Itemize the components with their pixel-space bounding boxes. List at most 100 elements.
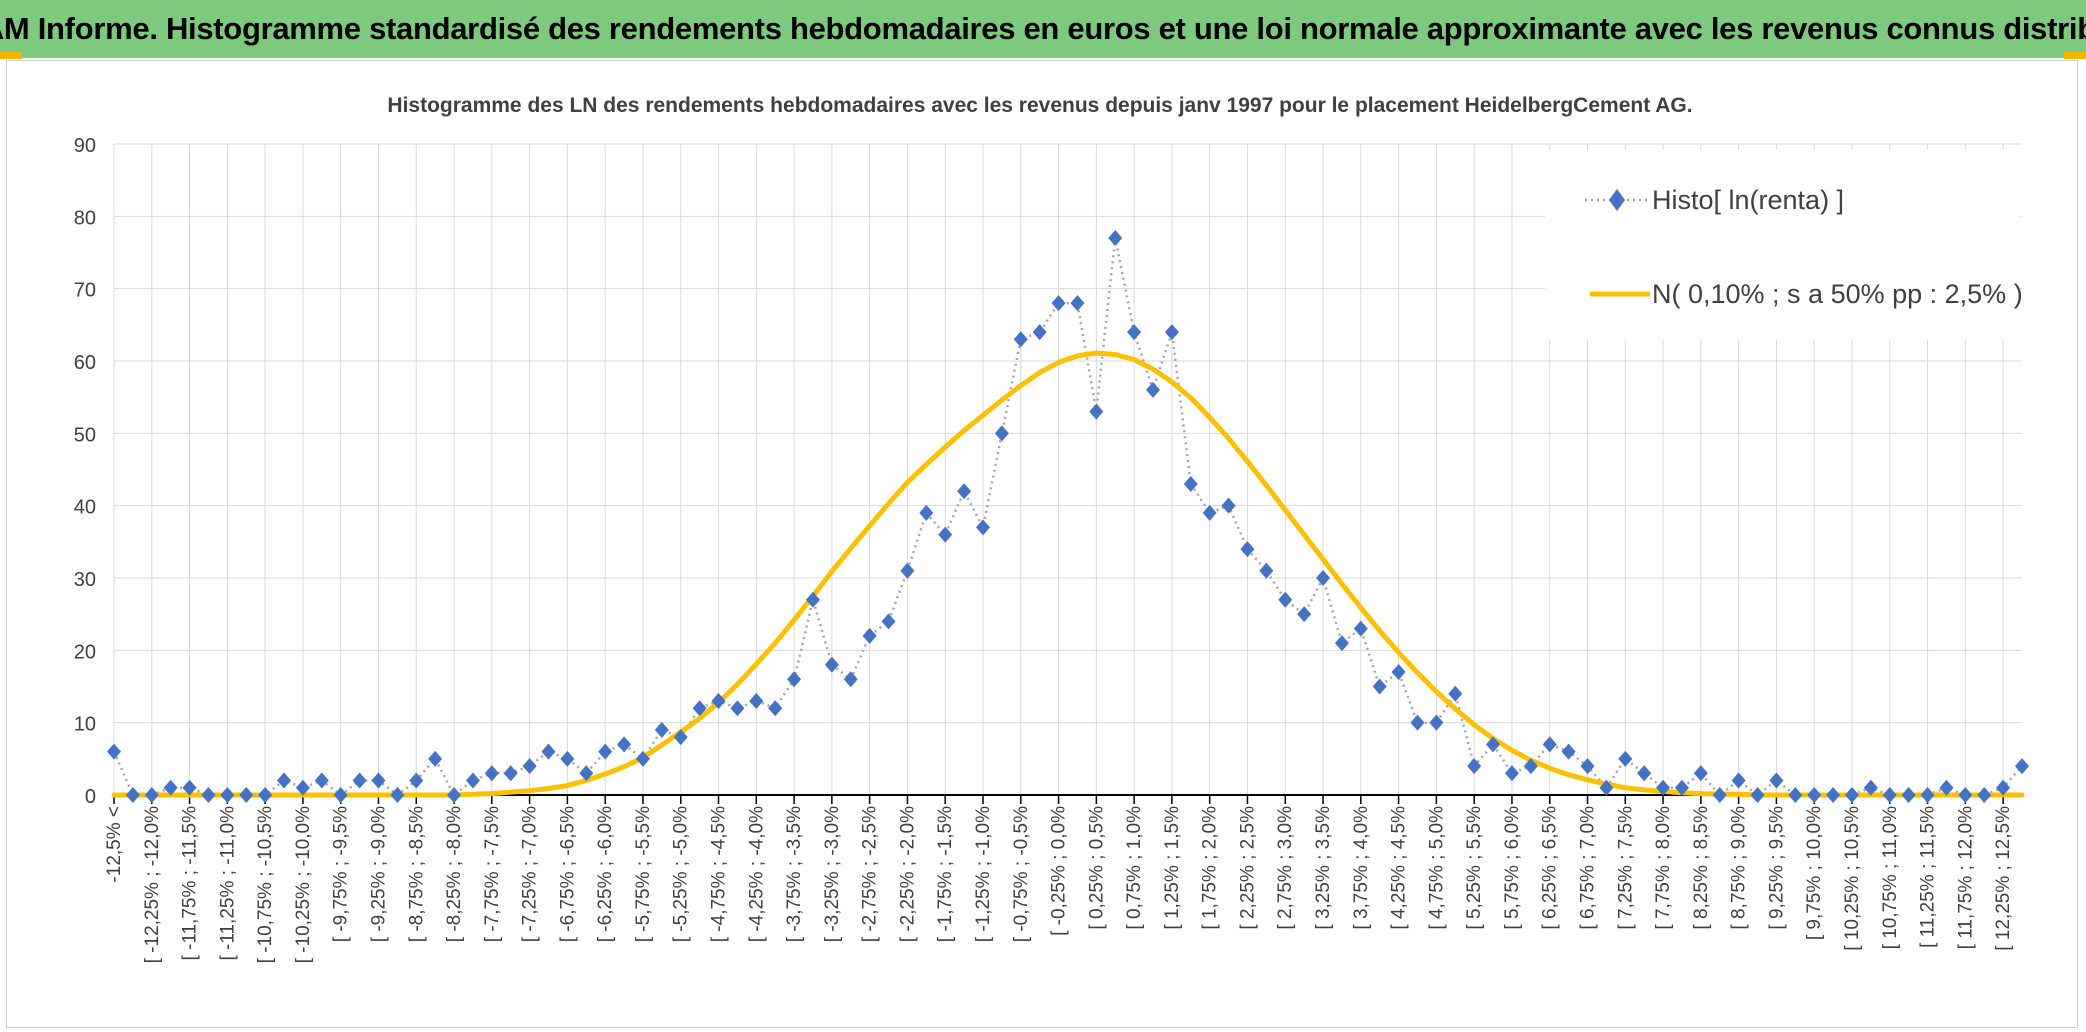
x-tick-label: [ 4,25% ; 4,5%	[1389, 806, 1410, 930]
histo-data-point	[957, 483, 972, 500]
x-tick-label: [ -10,75% ; -10,5%	[255, 806, 276, 963]
x-axis-ticks: -12,5% < [ -12,25% ; -12,0% [ -11,75% ; -1…	[104, 795, 2014, 963]
histo-data-point	[824, 656, 839, 673]
histo-data-point	[1977, 787, 1992, 803]
x-tick-label: [ -5,75% ; -5,5%	[633, 806, 654, 942]
histo-data-point	[1429, 714, 1444, 731]
histo-data-point	[1486, 736, 1501, 753]
legend-histo-label: Histo[ ln(renta) ]	[1652, 185, 1844, 215]
histo-data-point	[201, 787, 216, 803]
histo-data-point	[1467, 758, 1482, 775]
histo-data-point	[768, 700, 783, 717]
histo-data-point	[1297, 606, 1312, 623]
legend-background	[1545, 150, 2020, 340]
histo-data-point	[258, 787, 273, 803]
x-tick-label: [ 7,75% ; 8,0%	[1653, 806, 1674, 930]
histo-data-point	[635, 750, 650, 767]
histo-data-point	[617, 736, 632, 753]
histo-data-point	[1448, 685, 1463, 702]
banner-right-accent	[2064, 52, 2086, 59]
histo-data-point	[1996, 779, 2011, 796]
histo-data-point	[787, 671, 802, 688]
x-tick-label: [ -8,25% ; -8,0%	[444, 806, 465, 942]
histo-data-point	[1958, 787, 1973, 803]
histo-data-point	[1523, 758, 1538, 775]
y-tick-label: 0	[85, 786, 96, 808]
histo-data-point	[220, 787, 235, 803]
histo-data-point	[1504, 765, 1519, 782]
histo-data-point	[1221, 497, 1236, 514]
histo-data-point	[277, 772, 292, 789]
histo-data-point	[1826, 787, 1841, 803]
histo-data-point	[503, 765, 518, 782]
y-tick-label: 40	[74, 497, 96, 519]
x-tick-label: [ 5,25% ; 5,5%	[1464, 806, 1485, 930]
histo-data-point	[1108, 230, 1123, 247]
x-tick-label: [ 8,75% ; 9,0%	[1729, 806, 1750, 930]
histo-data-point	[1901, 787, 1916, 803]
histo-data-point	[352, 772, 367, 789]
histo-data-point	[900, 562, 915, 579]
histo-data-point	[1164, 324, 1179, 341]
legend-histo-marker	[1609, 189, 1625, 211]
x-tick-label: -12,5% <	[104, 806, 125, 883]
x-tick-label: [ 4,75% ; 5,0%	[1426, 806, 1447, 930]
banner-left-accent	[0, 52, 22, 59]
histo-data-point	[673, 729, 688, 746]
x-tick-label: [ 7,25% ; 7,5%	[1615, 806, 1636, 930]
histo-data-point	[919, 504, 934, 521]
series-layer	[107, 230, 2029, 803]
histo-data-point	[541, 743, 556, 760]
x-tick-label: [ -9,25% ; -9,0%	[368, 806, 389, 942]
histo-data-point	[1146, 381, 1161, 398]
normal-curve-line	[111, 350, 2025, 798]
x-tick-label: [ -1,25% ; -1,0%	[973, 806, 994, 942]
histo-data-point	[862, 627, 877, 644]
histo-data-point	[1656, 779, 1671, 796]
histo-data-point	[522, 758, 537, 775]
histo-data-point	[749, 692, 764, 709]
chart-frame	[6, 60, 2078, 1028]
histo-data-point	[144, 787, 159, 803]
histo-data-point	[1013, 331, 1028, 348]
histo-data-point	[1693, 765, 1708, 782]
histo-data-point	[805, 591, 820, 608]
histo-data-point	[692, 700, 707, 717]
histo-data-point	[107, 743, 121, 760]
histo-data-point	[1316, 570, 1331, 586]
x-tick-label: [ 10,25% ; 10,5%	[1842, 806, 1863, 951]
x-tick-label: [ -2,75% ; -2,5%	[860, 806, 881, 942]
histo-data-point	[1882, 787, 1897, 803]
histo-data-point	[1240, 541, 1255, 558]
x-tick-label: [ 3,25% ; 3,5%	[1313, 806, 1334, 930]
x-tick-label: [ -0,25% ; 0,0%	[1049, 806, 1070, 936]
histo-data-point	[125, 787, 140, 803]
histo-data-point	[465, 772, 480, 789]
histo-data-point	[314, 772, 329, 789]
y-tick-label: 30	[74, 569, 96, 591]
histo-data-point	[994, 425, 1009, 442]
histo-data-point	[239, 787, 254, 803]
histo-data-point	[1844, 787, 1859, 803]
histo-data-point	[1410, 714, 1425, 731]
histo-data-point	[484, 765, 499, 782]
histo-data-point	[730, 700, 745, 717]
y-tick-label: 80	[74, 207, 96, 229]
histo-data-point	[579, 765, 594, 782]
histo-data-point	[1259, 562, 1274, 579]
x-tick-label: [ -11,25% ; -11,0%	[217, 806, 238, 961]
histo-data-point	[1032, 324, 1047, 341]
x-tick-label: [ -5,25% ; -5,0%	[671, 806, 692, 942]
histo-data-point	[295, 779, 310, 796]
y-axis-ticks: 0 10 20 30 40 50 60 70 80 90	[74, 135, 96, 808]
histo-data-point	[1599, 779, 1614, 796]
x-tick-label: [ -1,75% ; -1,5%	[935, 806, 956, 942]
x-tick-label: [ -6,75% ; -6,5%	[557, 806, 578, 942]
histo-data-point	[447, 787, 462, 803]
x-tick-label: [ -12,25% ; -12,0%	[142, 806, 163, 963]
histo-data-point	[333, 787, 348, 803]
x-tick-label: [ 6,75% ; 7,0%	[1578, 806, 1599, 930]
x-tick-label: [ -3,25% ; -3,0%	[822, 806, 843, 942]
histo-data-point	[390, 787, 405, 803]
